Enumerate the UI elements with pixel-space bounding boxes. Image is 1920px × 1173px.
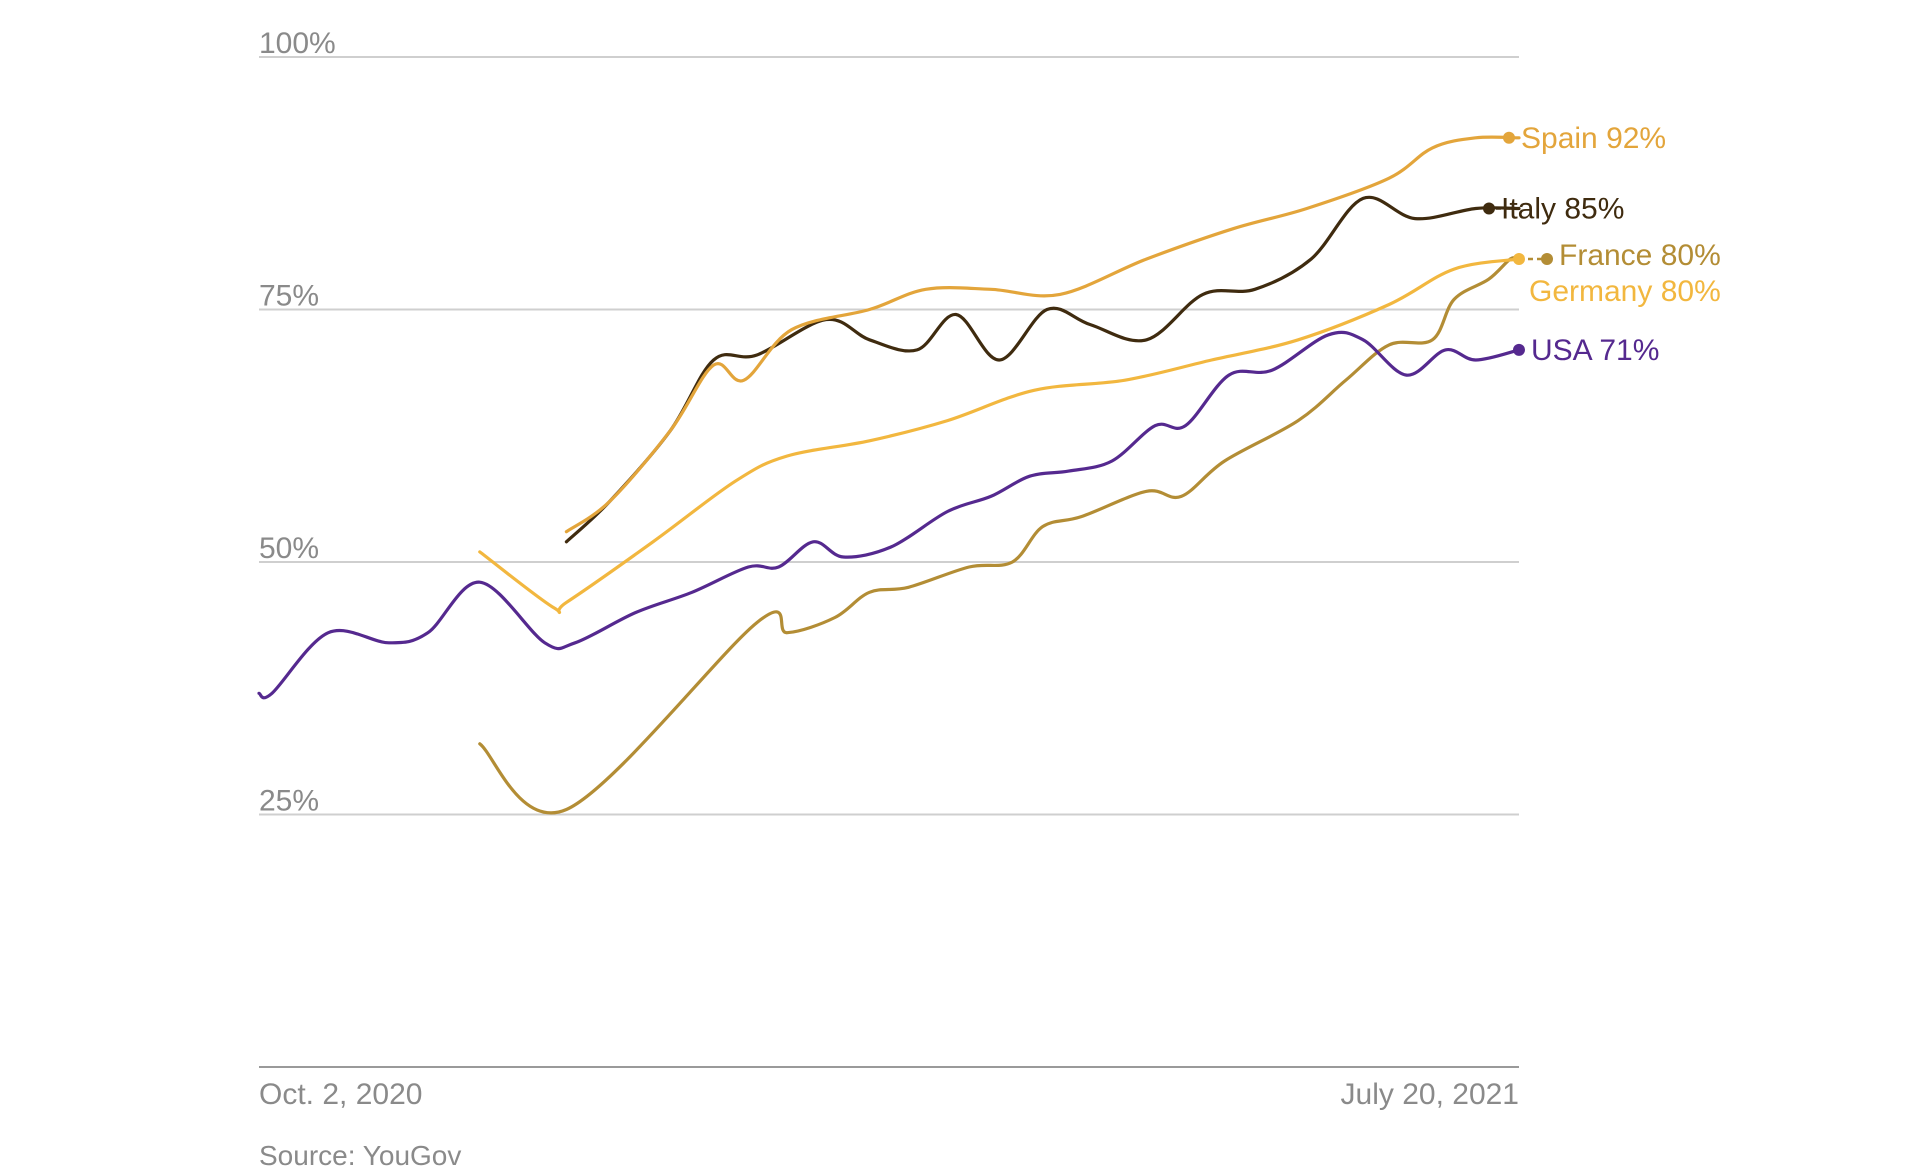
series-end-label-germany: Germany 80% — [1529, 275, 1721, 308]
y-tick-label: 25% — [259, 785, 319, 818]
series-end-dot-france — [1541, 253, 1553, 265]
series-end-label-france: France 80% — [1559, 239, 1721, 272]
series-line-usa — [257, 330, 1521, 700]
series-line-germany — [478, 257, 1521, 615]
series-end-dot-usa — [1513, 343, 1525, 356]
series-end-dot-spain — [1503, 131, 1515, 144]
series-end-label-italy: Italy 85% — [1501, 193, 1624, 226]
series-line-italy — [564, 195, 1521, 544]
source-note: Source: YouGov — [259, 1140, 462, 1171]
series-end-dot-italy — [1483, 202, 1495, 215]
series-line-france — [478, 255, 1521, 815]
x-tick-label: Oct. 2, 2020 — [259, 1078, 422, 1111]
series-end-label-spain: Spain 92% — [1521, 122, 1666, 155]
y-tick-label: 75% — [259, 280, 319, 313]
y-tick-label: 100% — [259, 27, 336, 60]
x-tick-label: July 20, 2021 — [1341, 1078, 1519, 1111]
series-end-dot-germany — [1513, 253, 1525, 265]
series-line-spain — [564, 135, 1521, 534]
y-tick-label: 50% — [259, 532, 319, 565]
series-end-label-usa: USA 71% — [1531, 334, 1659, 367]
